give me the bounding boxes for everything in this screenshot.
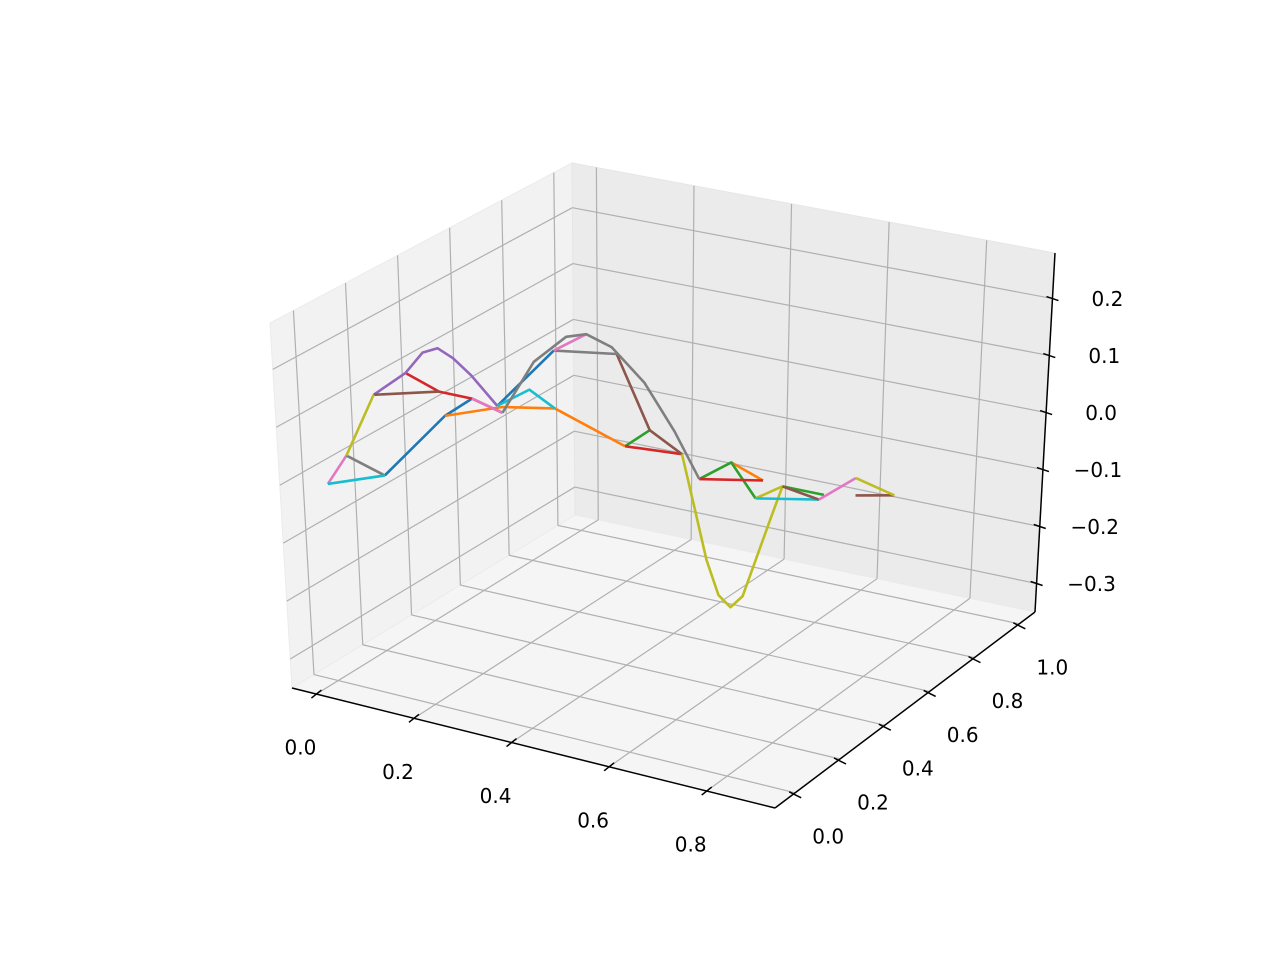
grid-line (282, 374, 575, 544)
y-tick (923, 689, 936, 698)
grid-line (279, 318, 574, 486)
x-tick-label: 0.6 (577, 808, 609, 832)
grid-line (572, 207, 1053, 300)
grid-line (511, 558, 785, 744)
x-tick (701, 786, 713, 796)
z-tick (1030, 580, 1043, 587)
grid-line (292, 310, 315, 675)
y-tick-label: 0.6 (947, 723, 979, 747)
grid-line (969, 240, 988, 599)
series-line (553, 349, 617, 356)
grid-line (574, 430, 1040, 528)
grid-line (573, 374, 1044, 471)
z-tick-label: −0.3 (1067, 572, 1116, 596)
series-line (496, 388, 556, 410)
y-tick (1012, 622, 1026, 630)
x-tick (310, 689, 322, 699)
grid-line (275, 263, 574, 428)
y-tick-label: 0.0 (812, 824, 844, 848)
z-tick-label: 0.2 (1092, 287, 1124, 311)
grid-line (501, 200, 510, 556)
series-line (496, 349, 555, 407)
z-tick-label: −0.2 (1070, 515, 1119, 539)
x-tick-label: 0.2 (382, 760, 414, 784)
series-line (615, 353, 683, 456)
series-line (818, 476, 857, 501)
z-tick-label: −0.1 (1074, 458, 1123, 482)
series-line (327, 474, 385, 486)
z-tick (1036, 466, 1050, 473)
grid-line (574, 486, 1037, 585)
grid-line (509, 554, 975, 659)
grid-line (449, 227, 461, 586)
x-tick-label: 0.4 (480, 784, 512, 808)
series-line (680, 453, 784, 609)
x-tick (408, 713, 420, 723)
grid-line (573, 318, 1047, 414)
series-line (373, 390, 440, 397)
y-tick (968, 655, 981, 664)
grid-line (316, 519, 599, 695)
series-line (501, 332, 701, 480)
series-line (326, 454, 348, 485)
grid-line (876, 222, 890, 579)
grid-line (690, 185, 695, 540)
grid-line (557, 524, 1020, 625)
y-tick (788, 791, 802, 799)
z-tick (1039, 409, 1053, 416)
grid-line (706, 597, 971, 792)
x-tick (603, 762, 615, 772)
y-axis (774, 611, 1036, 809)
x-tick-label: 0.8 (675, 833, 707, 857)
z-tick-label: 0.1 (1088, 344, 1120, 368)
grid-line (595, 167, 599, 520)
y-tick-label: 1.0 (1036, 655, 1068, 679)
series-line (698, 461, 757, 500)
series-line (755, 497, 819, 501)
grid-line (289, 486, 576, 660)
y-tick (878, 723, 892, 731)
grid-line (313, 673, 796, 794)
series-line (855, 476, 895, 497)
series-line (444, 405, 626, 448)
series-line (345, 454, 386, 477)
z-tick (1033, 523, 1046, 530)
y-tick-label: 0.2 (857, 791, 889, 815)
y-tick-label: 0.8 (992, 689, 1024, 713)
z-tick-label: 0.0 (1085, 401, 1117, 425)
series-line (345, 394, 375, 457)
grid-line (344, 282, 364, 645)
x-tick (506, 737, 518, 748)
grid-line (460, 584, 930, 692)
grid-line (362, 644, 841, 760)
series-line (730, 461, 764, 482)
series-line (553, 333, 587, 352)
series-line (372, 346, 499, 407)
series-line (624, 444, 683, 456)
grid-line (413, 538, 692, 719)
grid-line (286, 430, 575, 602)
series-line (782, 485, 820, 501)
series-line (471, 397, 503, 414)
z-tick (1046, 295, 1059, 302)
series-line (699, 477, 764, 482)
z-tick (1043, 352, 1056, 359)
y-tick (833, 757, 847, 765)
grid-line (572, 262, 1050, 357)
series-line (755, 485, 784, 500)
x-axis (291, 687, 776, 809)
grid-line (608, 578, 878, 768)
series-line (624, 429, 651, 448)
grid-line (272, 207, 573, 370)
y-tick-label: 0.4 (902, 757, 934, 781)
x-tick-label: 0.0 (284, 736, 316, 760)
grid-line (396, 255, 413, 615)
grid-line (411, 614, 885, 726)
z-axis (1034, 252, 1056, 613)
